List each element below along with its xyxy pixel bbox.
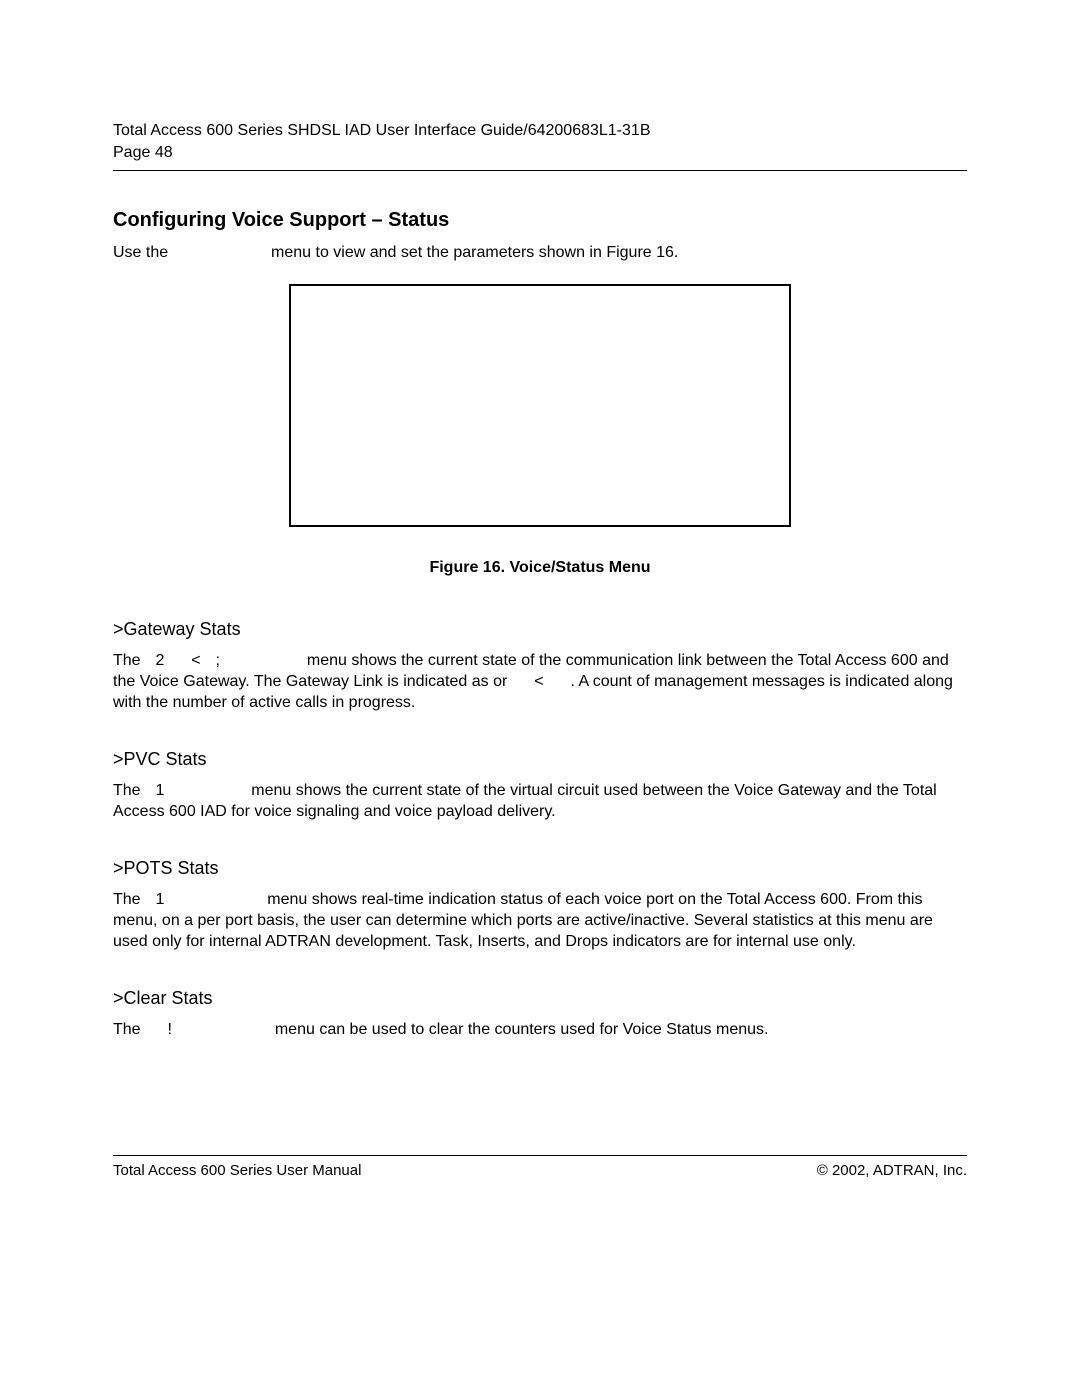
document-page: Total Access 600 Series SHDSL IAD User I… xyxy=(0,0,1080,1397)
section-title: Configuring Voice Support – Status xyxy=(113,209,967,232)
page-header: Total Access 600 Series SHDSL IAD User I… xyxy=(113,120,967,171)
footer-row: Total Access 600 Series User Manual © 20… xyxy=(113,1162,967,1179)
para-gateway-stats: The 2 < ; menu shows the current state o… xyxy=(113,650,967,713)
text-fragment: 1 xyxy=(155,891,164,908)
subhead-pots-stats: >POTS Stats xyxy=(113,858,967,879)
header-rule xyxy=(113,170,967,171)
page-number: Page 48 xyxy=(113,142,967,164)
para-pvc-stats: The 1 menu shows the current state of th… xyxy=(113,780,967,822)
text-fragment: The xyxy=(113,782,141,799)
text-fragment: ; xyxy=(216,652,220,669)
para-clear-stats: The ! menu can be used to clear the coun… xyxy=(113,1019,967,1040)
subhead-clear-stats: >Clear Stats xyxy=(113,988,967,1009)
text-fragment: < xyxy=(191,652,200,669)
footer-left: Total Access 600 Series User Manual xyxy=(113,1162,361,1179)
text-fragment: menu can be used to clear the counters u… xyxy=(275,1021,769,1038)
text-fragment: or xyxy=(493,673,507,690)
text-fragment: The xyxy=(113,891,141,908)
text-fragment: menu shows real-time indication status o… xyxy=(113,891,933,950)
text-fragment: 1 xyxy=(155,782,164,799)
text-fragment: The xyxy=(113,1021,141,1038)
para-pots-stats: The 1 menu shows real-time indication st… xyxy=(113,889,967,952)
subhead-gateway-stats: >Gateway Stats xyxy=(113,619,967,640)
text-fragment: ! xyxy=(167,1021,171,1038)
subhead-pvc-stats: >PVC Stats xyxy=(113,749,967,770)
figure-caption: Figure 16. Voice/Status Menu xyxy=(113,559,967,577)
text-fragment: < xyxy=(534,673,543,690)
intro-prefix: Use the xyxy=(113,244,173,261)
intro-suffix: menu to view and set the parameters show… xyxy=(267,244,679,261)
text-fragment: 2 xyxy=(155,652,164,669)
figure-placeholder xyxy=(289,284,791,527)
page-footer: Total Access 600 Series User Manual © 20… xyxy=(113,1155,967,1179)
footer-rule xyxy=(113,1155,967,1156)
text-fragment: The xyxy=(113,652,141,669)
intro-paragraph: Use the menu to view and set the paramet… xyxy=(113,244,967,262)
text-fragment: menu shows the current state of the virt… xyxy=(113,782,937,820)
doc-title: Total Access 600 Series SHDSL IAD User I… xyxy=(113,120,967,142)
footer-right: © 2002, ADTRAN, Inc. xyxy=(817,1162,967,1179)
